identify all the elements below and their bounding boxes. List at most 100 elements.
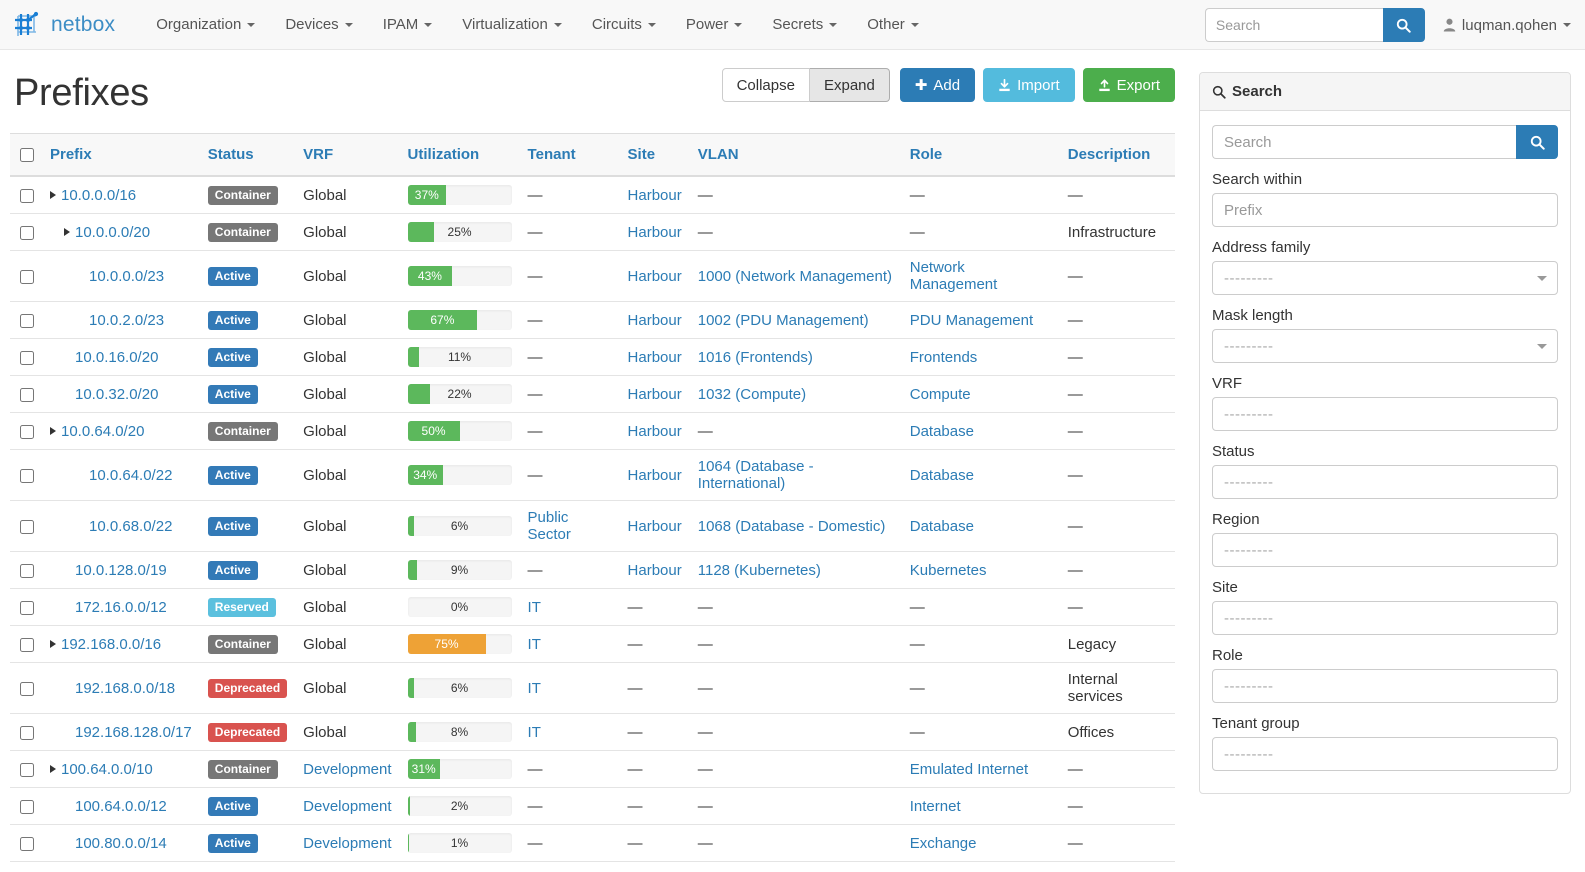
role-link[interactable]: Kubernetes xyxy=(909,561,987,579)
sidebar-search-button[interactable] xyxy=(1516,125,1558,159)
sidebar-search-input[interactable] xyxy=(1212,125,1516,159)
site-link[interactable]: Harbour xyxy=(627,311,682,329)
expand-caret-icon[interactable] xyxy=(64,228,70,236)
global-search-button[interactable] xyxy=(1382,8,1425,42)
prefix-link[interactable]: 100.64.0.0/12 xyxy=(75,797,167,815)
export-button[interactable]: Export xyxy=(1082,68,1175,102)
prefix-link[interactable]: 10.0.2.0/23 xyxy=(89,311,165,329)
global-search-input[interactable] xyxy=(1204,8,1383,42)
vlan-link[interactable]: 1128 (Kubernetes) xyxy=(697,561,821,579)
column-header-description[interactable]: Description xyxy=(1059,133,1175,177)
site-link[interactable]: Harbour xyxy=(627,466,682,484)
column-header-role[interactable]: Role xyxy=(901,133,1060,177)
filter-select-mask-length[interactable]: --------- xyxy=(1212,329,1558,363)
nav-item-organization[interactable]: Organization xyxy=(141,0,270,50)
vlan-link[interactable]: 1032 (Compute) xyxy=(697,385,807,403)
filter-select-role[interactable]: --------- xyxy=(1212,669,1558,703)
row-select-checkbox[interactable] xyxy=(20,681,34,696)
expand-caret-icon[interactable] xyxy=(50,765,56,773)
prefix-link[interactable]: 172.16.0.0/12 xyxy=(75,598,167,616)
role-link[interactable]: Exchange xyxy=(909,834,977,852)
user-menu[interactable]: luqman.qohen xyxy=(1443,17,1571,34)
site-link[interactable]: Harbour xyxy=(627,223,682,241)
row-select-checkbox[interactable] xyxy=(20,188,34,203)
vlan-link[interactable]: 1002 (PDU Management) xyxy=(697,311,869,329)
row-select-checkbox[interactable] xyxy=(20,600,34,615)
prefix-link[interactable]: 10.0.64.0/22 xyxy=(89,466,173,484)
select-all-checkbox[interactable] xyxy=(20,148,34,163)
collapse-button[interactable]: Collapse xyxy=(721,68,810,102)
row-select-checkbox[interactable] xyxy=(20,725,34,740)
column-header-prefix[interactable]: Prefix xyxy=(42,133,200,177)
filter-select-tenant-group[interactable]: --------- xyxy=(1212,737,1558,771)
prefix-link[interactable]: 10.0.0.0/23 xyxy=(89,267,165,285)
row-select-checkbox[interactable] xyxy=(20,836,34,851)
filter-select-region[interactable]: --------- xyxy=(1212,533,1558,567)
site-link[interactable]: Harbour xyxy=(627,267,682,285)
expand-caret-icon[interactable] xyxy=(50,640,56,648)
vrf-link[interactable]: Development xyxy=(303,834,392,852)
vlan-link[interactable]: 1000 (Network Management) xyxy=(697,267,893,285)
row-select-checkbox[interactable] xyxy=(20,313,34,328)
role-link[interactable]: Database xyxy=(909,422,974,440)
role-link[interactable]: PDU Management xyxy=(909,311,1034,329)
nav-item-devices[interactable]: Devices xyxy=(270,0,367,50)
site-link[interactable]: Harbour xyxy=(627,385,682,403)
role-link[interactable]: Database xyxy=(909,466,974,484)
row-select-checkbox[interactable] xyxy=(20,563,34,578)
role-link[interactable]: Compute xyxy=(909,385,971,403)
tenant-link[interactable]: IT xyxy=(527,598,541,616)
column-header-status[interactable]: Status xyxy=(199,133,296,177)
role-link[interactable]: Emulated Internet xyxy=(909,760,1029,778)
prefix-link[interactable]: 192.168.128.0/17 xyxy=(75,723,192,741)
prefix-link[interactable]: 10.0.64.0/20 xyxy=(61,422,145,440)
add-button[interactable]: ✚ Add xyxy=(899,68,976,102)
vlan-link[interactable]: 1068 (Database - Domestic) xyxy=(697,517,886,535)
expand-caret-icon[interactable] xyxy=(50,191,56,199)
row-select-checkbox[interactable] xyxy=(20,225,34,240)
vlan-link[interactable]: 1016 (Frontends) xyxy=(697,348,813,366)
tenant-link[interactable]: IT xyxy=(527,723,541,741)
vrf-link[interactable]: Development xyxy=(303,797,392,815)
site-link[interactable]: Harbour xyxy=(627,422,682,440)
import-button[interactable]: Import xyxy=(983,68,1075,102)
prefix-link[interactable]: 10.0.0.0/20 xyxy=(75,223,151,241)
prefix-link[interactable]: 100.64.0.0/10 xyxy=(61,760,153,778)
row-select-checkbox[interactable] xyxy=(20,762,34,777)
vlan-link[interactable]: 1064 (Database - International) xyxy=(697,458,814,492)
column-header-site[interactable]: Site xyxy=(619,133,690,177)
role-link[interactable]: Frontends xyxy=(909,348,978,366)
row-select-checkbox[interactable] xyxy=(20,468,34,483)
prefix-link[interactable]: 10.0.68.0/22 xyxy=(89,517,173,535)
expand-caret-icon[interactable] xyxy=(50,427,56,435)
row-select-checkbox[interactable] xyxy=(20,637,34,652)
site-link[interactable]: Harbour xyxy=(627,561,682,579)
site-link[interactable]: Harbour xyxy=(627,517,682,535)
site-link[interactable]: Harbour xyxy=(627,348,682,366)
row-select-checkbox[interactable] xyxy=(20,350,34,365)
row-select-checkbox[interactable] xyxy=(20,519,34,534)
row-select-checkbox[interactable] xyxy=(20,269,34,284)
prefix-link[interactable]: 192.168.0.0/18 xyxy=(75,679,176,697)
tenant-link[interactable]: IT xyxy=(527,635,541,653)
filter-select-vrf[interactable]: --------- xyxy=(1212,397,1558,431)
prefix-link[interactable]: 10.0.128.0/19 xyxy=(75,561,167,579)
role-link[interactable]: Network Management xyxy=(909,259,998,293)
nav-item-secrets[interactable]: Secrets xyxy=(757,0,852,50)
role-link[interactable]: Internet xyxy=(909,797,961,815)
prefix-link[interactable]: 10.0.16.0/20 xyxy=(75,348,159,366)
prefix-link[interactable]: 100.80.0.0/14 xyxy=(75,834,167,852)
nav-item-virtualization[interactable]: Virtualization xyxy=(447,0,577,50)
column-header-tenant[interactable]: Tenant xyxy=(519,133,620,177)
nav-item-other[interactable]: Other xyxy=(852,0,934,50)
prefix-link[interactable]: 10.0.0.0/16 xyxy=(61,186,137,204)
brand-logo-link[interactable]: netbox xyxy=(10,10,115,40)
tenant-link[interactable]: IT xyxy=(527,679,541,697)
tenant-link[interactable]: Public Sector xyxy=(527,509,571,543)
row-select-checkbox[interactable] xyxy=(20,387,34,402)
prefix-link[interactable]: 192.168.0.0/16 xyxy=(61,635,162,653)
column-header-vrf[interactable]: VRF xyxy=(295,133,400,177)
site-link[interactable]: Harbour xyxy=(627,186,682,204)
vrf-link[interactable]: Development xyxy=(303,760,392,778)
nav-item-power[interactable]: Power xyxy=(671,0,758,50)
